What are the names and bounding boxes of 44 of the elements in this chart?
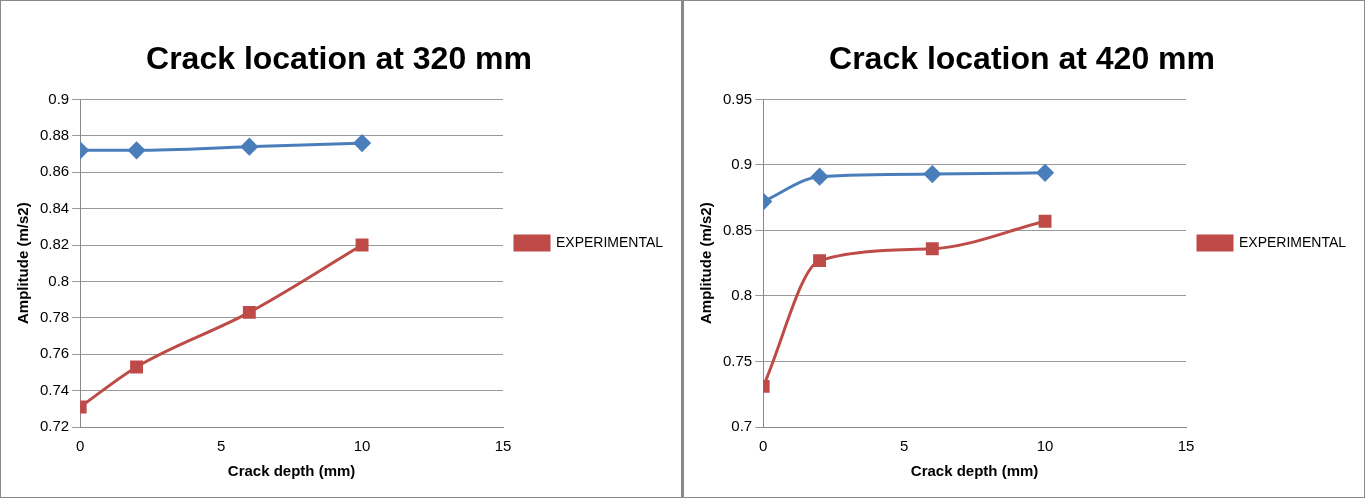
x-axis-title: Crack depth (mm) <box>910 462 1039 480</box>
y-tick-label: 0.88 <box>39 125 70 143</box>
y-tick-label: 0.76 <box>39 344 70 362</box>
y-tick-label: 0.8 <box>48 271 70 289</box>
point <box>1038 214 1052 228</box>
x-tick-label: 5 <box>899 437 909 455</box>
x-tick-label: 10 <box>353 437 371 455</box>
point <box>353 134 371 152</box>
y-tick-label: 0.82 <box>39 235 70 253</box>
y-tick-label: 0.7 <box>731 417 753 435</box>
y-tick-label: 0.75 <box>722 351 753 369</box>
x-tick-label: 15 <box>1177 437 1195 455</box>
y-axis-title: Amplitude (m/s2) <box>14 202 32 325</box>
legend-label: EXPERIMENTAL <box>1239 233 1347 250</box>
y-tick-label: 0.85 <box>722 220 753 238</box>
y-tick-label: 0.78 <box>39 307 70 325</box>
y-tick-label: 0.86 <box>39 162 70 180</box>
point <box>813 254 827 268</box>
y-tick-label: 0.8 <box>731 286 753 304</box>
x-tick-label: 0 <box>759 437 768 455</box>
y-tick-label: 0.74 <box>39 380 70 398</box>
point <box>242 305 256 319</box>
point <box>811 168 829 186</box>
x-tick-label: 0 <box>76 437 85 455</box>
chart-title: Crack location at 320 mm <box>146 40 532 77</box>
point <box>355 238 369 252</box>
point <box>1036 164 1054 182</box>
chart-title: Crack location at 420 mm <box>829 40 1215 77</box>
y-tick-label: 0.84 <box>39 198 70 216</box>
legend-label: EXPERIMENTAL <box>556 233 664 250</box>
y-axis-title: Amplitude (m/s2) <box>697 202 715 325</box>
point <box>923 165 941 183</box>
y-tick-label: 0.72 <box>39 417 70 435</box>
y-tick-label: 0.95 <box>722 89 753 107</box>
x-tick-label: 10 <box>1036 437 1054 455</box>
y-tick-label: 0.9 <box>48 89 70 107</box>
point <box>925 242 939 256</box>
x-tick-label: 5 <box>216 437 226 455</box>
point <box>128 141 146 159</box>
x-tick-label: 15 <box>494 437 512 455</box>
x-axis-title: Crack depth (mm) <box>227 462 356 480</box>
point <box>240 138 258 156</box>
point <box>130 360 144 374</box>
y-tick-label: 0.9 <box>731 155 753 173</box>
